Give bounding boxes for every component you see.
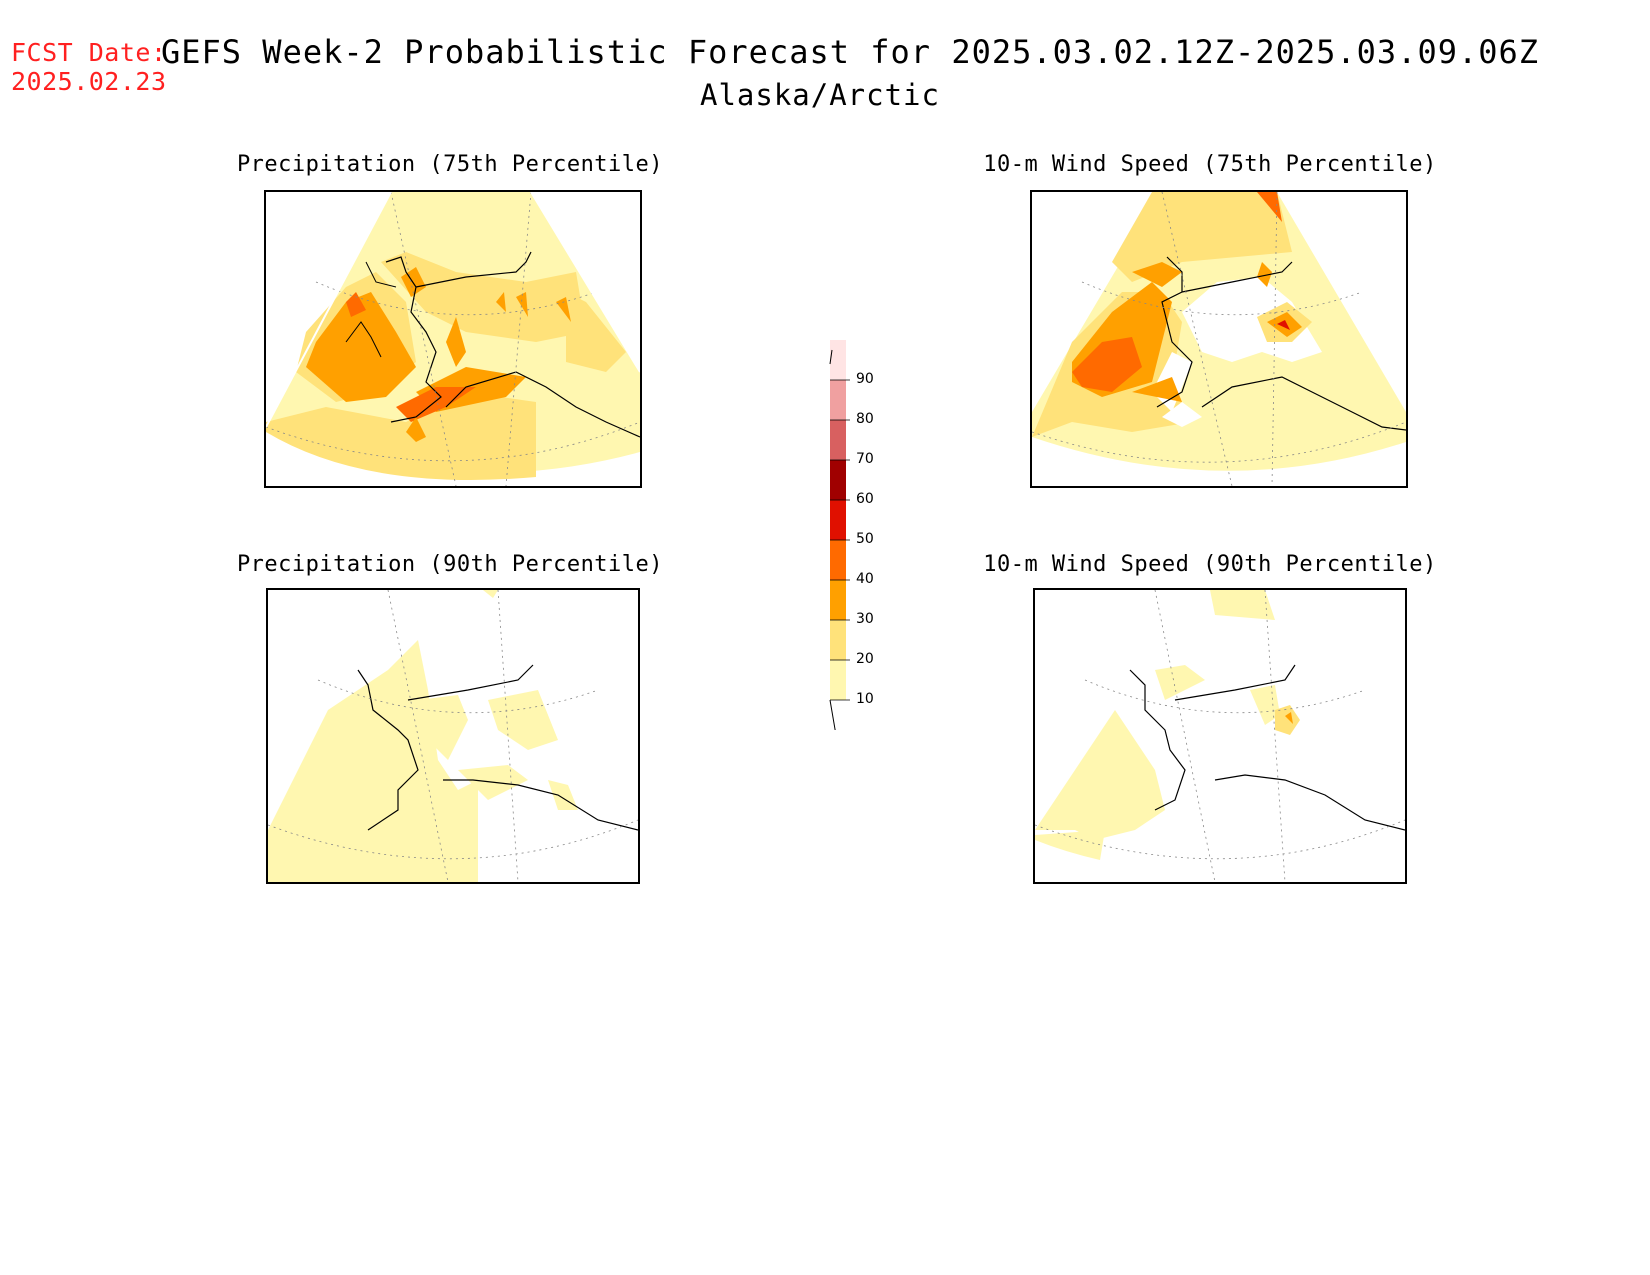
colorbar-label-50: 50	[856, 531, 874, 547]
forecast-date-value: 2025.02.23	[11, 67, 167, 96]
colorbar-swatch-40	[830, 540, 846, 580]
colorbar-swatch-70	[830, 420, 846, 460]
colorbar-swatch-20	[830, 620, 846, 660]
colorbar-swatches	[830, 340, 850, 701]
panel-title-precip-90: Precipitation (90th Percentile)	[236, 552, 664, 577]
forecast-date-label: FCST Date:	[11, 38, 167, 67]
map-wind-75	[1030, 190, 1408, 488]
colorbar-label-60: 60	[856, 491, 874, 507]
colorbar-label-90: 90	[856, 371, 874, 387]
colorbar-label-20: 20	[856, 651, 874, 667]
panel-title-precip-75: Precipitation (75th Percentile)	[236, 152, 664, 177]
page-title: GEFS Week-2 Probabilistic Forecast for 2…	[160, 33, 1540, 71]
colorbar-label-70: 70	[856, 451, 874, 467]
colorbar-label-80: 80	[856, 411, 874, 427]
map-wind-90	[1033, 588, 1407, 884]
colorbar-swatch-80	[830, 380, 846, 420]
colorbar-label-10: 10	[856, 691, 874, 707]
colorbar-swatch-60	[830, 460, 846, 500]
colorbar	[829, 340, 850, 730]
colorbar-swatch-10	[830, 660, 846, 700]
colorbar-swatch-30	[830, 580, 846, 620]
map-precip-90	[266, 588, 640, 884]
panel-title-wind-75: 10-m Wind Speed (75th Percentile)	[983, 152, 1437, 177]
page-subtitle: Alaska/Arctic	[700, 78, 940, 112]
forecast-date: FCST Date: 2025.02.23	[11, 38, 167, 96]
colorbar-swatch-50	[830, 500, 846, 540]
map-precip-75	[264, 190, 642, 488]
colorbar-label-30: 30	[856, 611, 874, 627]
panel-title-wind-90: 10-m Wind Speed (90th Percentile)	[983, 552, 1437, 577]
colorbar-swatch-90	[830, 340, 846, 380]
colorbar-label-40: 40	[856, 571, 874, 587]
